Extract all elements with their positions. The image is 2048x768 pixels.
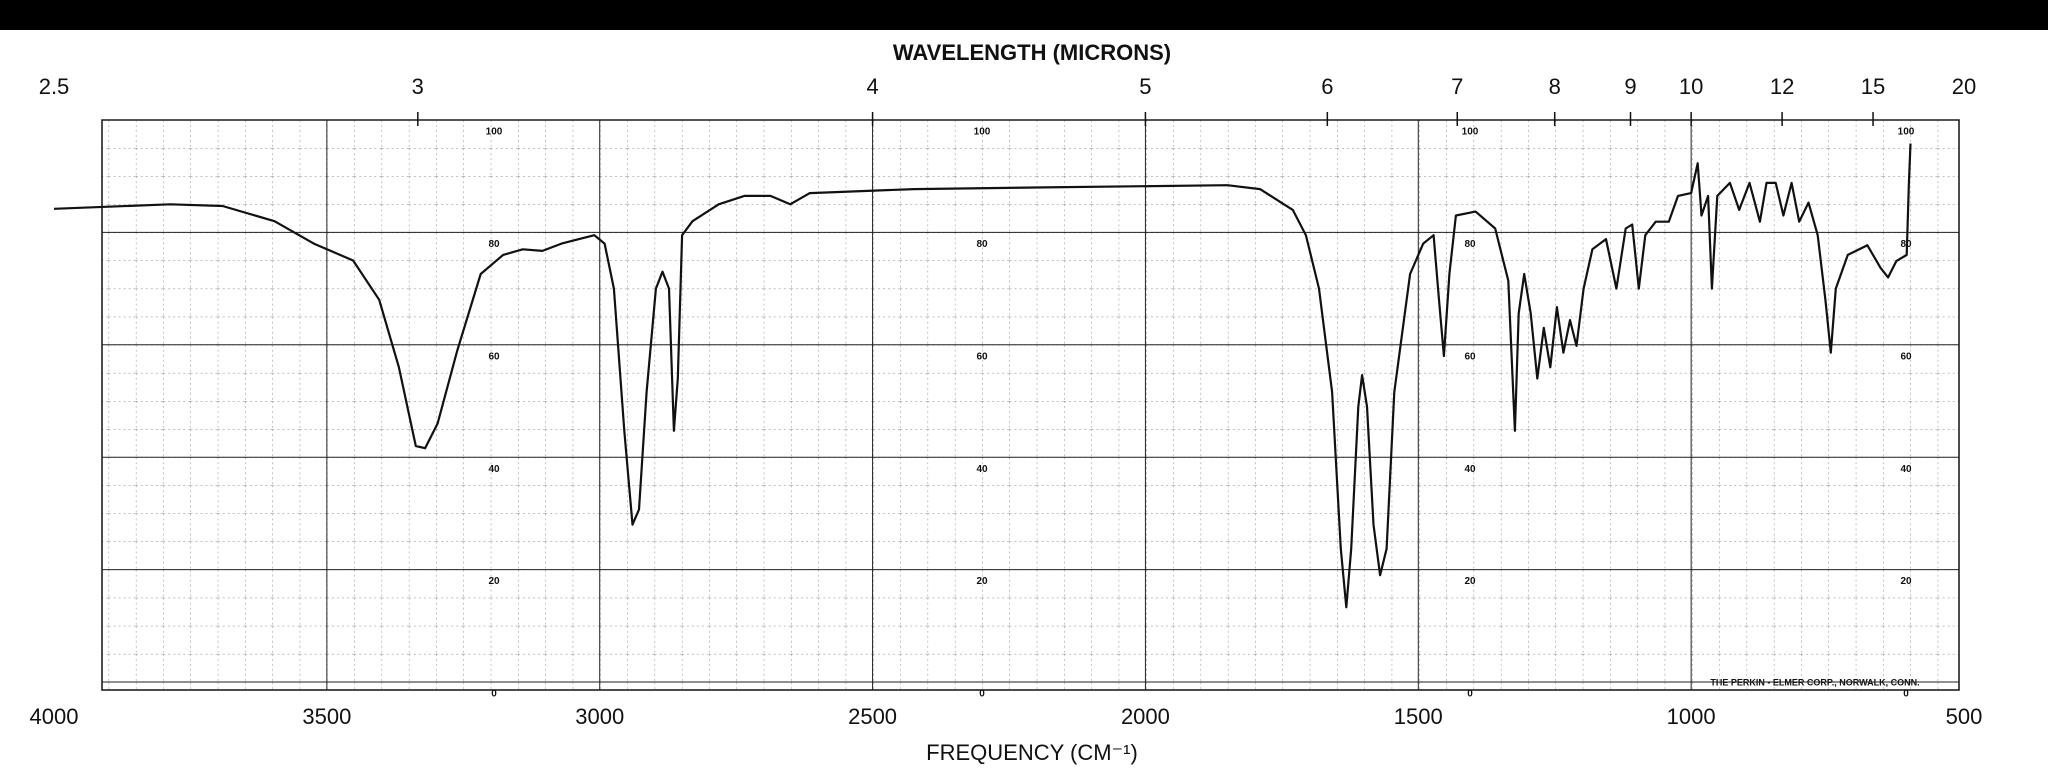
x2-tick-label: 6 bbox=[1321, 74, 1333, 99]
y-tick-label: 60 bbox=[1464, 351, 1476, 362]
y-tick-label: 100 bbox=[1898, 127, 1915, 138]
y-tick-label: 20 bbox=[488, 576, 500, 587]
y-tick-label: 20 bbox=[1900, 576, 1912, 587]
x-axis-title: FREQUENCY (CM⁻¹) bbox=[926, 740, 1138, 765]
x2-tick-label: 4 bbox=[866, 74, 878, 99]
x2-tick-label: 3 bbox=[412, 74, 424, 99]
x-tick-label: 3000 bbox=[575, 704, 624, 729]
y-tick-label: 0 bbox=[979, 689, 985, 700]
x-tick-label: 2000 bbox=[1121, 704, 1170, 729]
x-tick-label: 4000 bbox=[30, 704, 79, 729]
x2-tick-label: 2.5 bbox=[39, 74, 70, 99]
spectrum-line bbox=[53, 143, 1912, 609]
x2-tick-label: 8 bbox=[1549, 74, 1561, 99]
top-bar bbox=[0, 0, 2048, 30]
y-tick-label: 0 bbox=[491, 689, 497, 700]
y-tick-label: 100 bbox=[1462, 127, 1479, 138]
y-tick-label: 20 bbox=[976, 576, 988, 587]
y-tick-label: 80 bbox=[488, 239, 500, 250]
y-tick-label: 40 bbox=[976, 464, 988, 475]
x-tick-label: 2500 bbox=[848, 704, 897, 729]
y-tick-label: 100 bbox=[974, 127, 991, 138]
y-tick-label: 20 bbox=[1464, 576, 1476, 587]
y-tick-label: 40 bbox=[1900, 464, 1912, 475]
y-tick-label: 80 bbox=[1464, 239, 1476, 250]
x2-tick-label: 7 bbox=[1451, 74, 1463, 99]
x2-tick-label: 9 bbox=[1624, 74, 1636, 99]
x2-axis-title: WAVELENGTH (MICRONS) bbox=[893, 40, 1171, 65]
y-tick-label: 0 bbox=[1903, 689, 1909, 700]
x2-tick-label: 15 bbox=[1861, 74, 1885, 99]
y-tick-label: 0 bbox=[1467, 689, 1473, 700]
y-tick-label: 60 bbox=[488, 351, 500, 362]
y-tick-label: 60 bbox=[1900, 351, 1912, 362]
x-tick-label: 3500 bbox=[302, 704, 351, 729]
x2-tick-label: 10 bbox=[1679, 74, 1703, 99]
x-tick-label: 1500 bbox=[1394, 704, 1443, 729]
y-tick-label: 60 bbox=[976, 351, 988, 362]
x2-tick-label: 12 bbox=[1770, 74, 1794, 99]
y-tick-label: 40 bbox=[1464, 464, 1476, 475]
plot-frame bbox=[101, 119, 1960, 691]
y-tick-label: 100 bbox=[486, 127, 503, 138]
y-tick-label: 80 bbox=[976, 239, 988, 250]
y-tick-label: 40 bbox=[488, 464, 500, 475]
x2-tick-label: 5 bbox=[1139, 74, 1151, 99]
x2-tick-label: 20 bbox=[1952, 74, 1976, 99]
x-tick-label: 1000 bbox=[1667, 704, 1716, 729]
x-tick-label: 500 bbox=[1946, 704, 1983, 729]
